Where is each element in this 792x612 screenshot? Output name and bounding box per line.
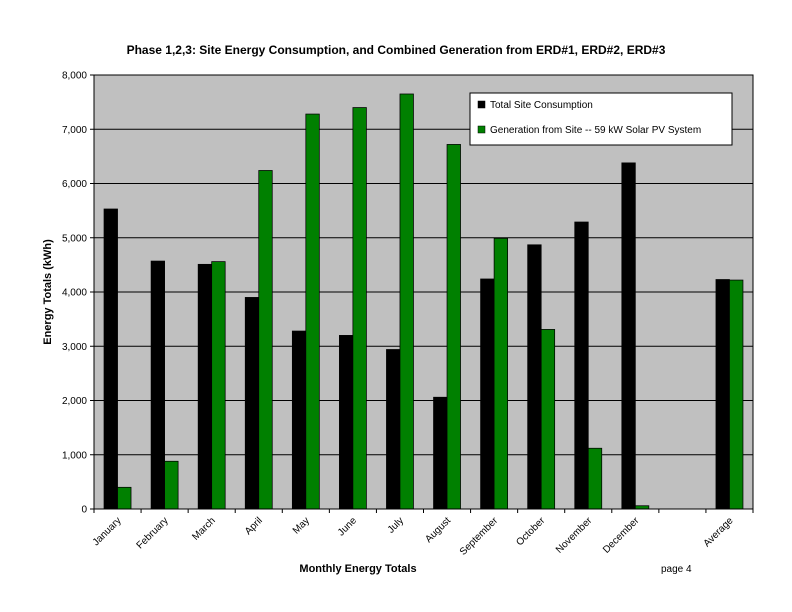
bar-consumption: [433, 396, 448, 510]
bar-generation: [587, 447, 603, 510]
bar-generation: [305, 113, 320, 510]
legend-swatch-consumption: [477, 100, 486, 109]
bar-generation: [164, 460, 179, 510]
y-tick-label: 5,000: [62, 233, 87, 244]
y-axis-ticks: 0 1,000 2,000 3,000 4,000 5,000 6,000 7,000 8,00…: [62, 71, 94, 516]
y-tick-label: 7,000: [62, 125, 87, 136]
bar-generation: [258, 170, 273, 510]
bar-consumption: [150, 260, 165, 510]
bar-consumption: [715, 279, 730, 510]
chart-title: Phase 1,2,3: Site Energy Consumption, an…: [127, 43, 666, 57]
y-tick-label: 3,000: [62, 342, 87, 353]
bar-generation: [540, 329, 556, 510]
bar-generation: [211, 261, 226, 510]
bars: [103, 93, 744, 510]
x-tick-label: Average: [702, 515, 736, 549]
y-tick-label: 8,000: [62, 71, 87, 82]
x-axis-title: Monthly Energy Totals: [299, 563, 416, 575]
y-tick-label: 2,000: [62, 396, 87, 407]
bar-consumption: [480, 278, 495, 510]
bar-consumption: [527, 244, 542, 510]
y-tick-label: 4,000: [62, 288, 87, 299]
bar-consumption: [386, 349, 401, 510]
y-axis-title: Energy Totals (kWh): [42, 239, 54, 345]
x-tick-label: February: [135, 515, 171, 551]
x-tick-label: August: [423, 515, 453, 545]
bar-generation: [493, 237, 508, 510]
bar-consumption: [197, 263, 213, 510]
y-tick-label: 0: [81, 505, 87, 516]
bar-generation: [446, 144, 461, 510]
legend-label-consumption: Total Site Consumption: [490, 100, 593, 111]
x-tick-label: July: [386, 515, 406, 535]
bar-consumption: [574, 221, 589, 510]
legend-label-generation: Generation from Site -- 59 kW Solar PV S…: [490, 125, 701, 136]
legend-box: [469, 92, 733, 146]
x-tick-label: November: [554, 515, 595, 556]
x-tick-label: March: [190, 515, 217, 542]
legend: Total Site Consumption Generation from S…: [469, 92, 733, 146]
bar-consumption: [291, 330, 307, 510]
bar-generation: [117, 486, 132, 510]
x-tick-label: December: [601, 515, 642, 556]
bar-generation: [352, 107, 367, 510]
x-tick-label: September: [458, 515, 501, 558]
bar-generation: [399, 93, 414, 510]
y-tick-label: 1,000: [62, 450, 87, 461]
x-tick-label: June: [336, 515, 359, 538]
bar-consumption: [339, 335, 354, 510]
bar-consumption: [103, 208, 118, 510]
legend-swatch-generation: [477, 125, 486, 134]
x-tick-label: May: [291, 515, 312, 536]
bar-generation: [729, 279, 744, 510]
x-tick-label: January: [91, 515, 124, 548]
x-tick-label: October: [514, 515, 547, 548]
page-number: page 4: [661, 564, 692, 575]
x-tick-label: April: [243, 515, 265, 537]
y-tick-label: 6,000: [62, 179, 87, 190]
x-axis-ticks: January February March April May June July Augu…: [91, 509, 754, 558]
bar-consumption: [244, 297, 260, 510]
bar-consumption: [621, 162, 636, 510]
